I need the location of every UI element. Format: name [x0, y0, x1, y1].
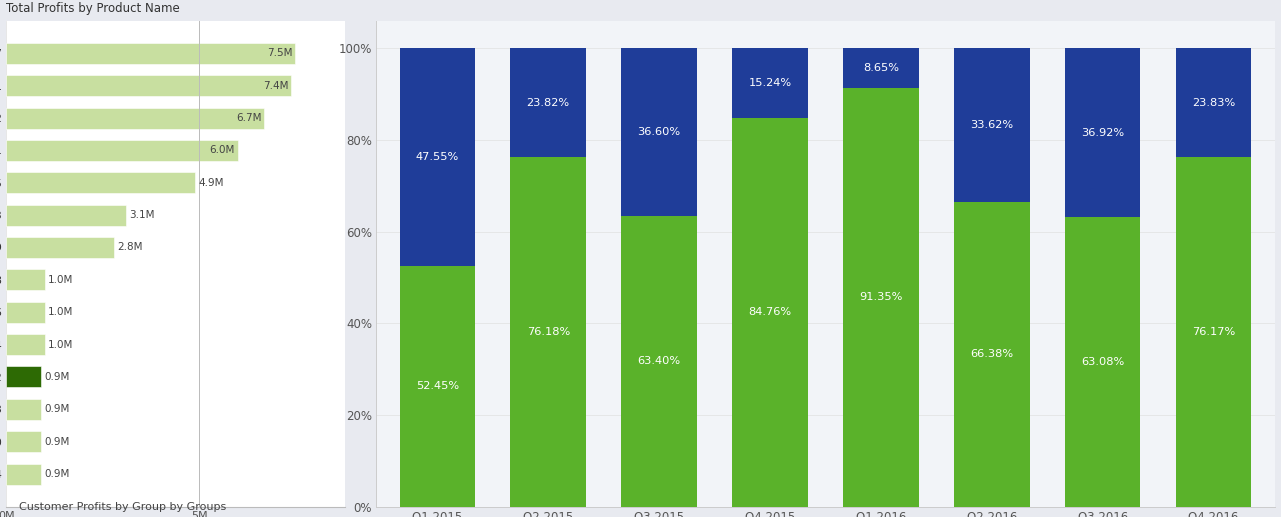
Text: Customer Profits by Group by Groups: Customer Profits by Group by Groups	[19, 502, 227, 512]
Bar	[1065, 218, 1140, 507]
Text: 76.18%: 76.18%	[526, 327, 570, 337]
Bar	[6, 367, 41, 387]
Bar	[6, 399, 41, 420]
Text: 1.0M: 1.0M	[47, 307, 73, 317]
Text: 7.5M: 7.5M	[266, 48, 292, 58]
Text: 15.24%: 15.24%	[748, 78, 792, 88]
Text: 6.7M: 6.7M	[236, 113, 261, 123]
Bar	[511, 48, 585, 157]
Bar	[843, 88, 918, 507]
Text: 66.38%: 66.38%	[970, 349, 1013, 359]
Bar	[1176, 158, 1252, 507]
Text: 23.83%: 23.83%	[1193, 98, 1235, 108]
Bar	[511, 157, 585, 507]
Bar	[6, 172, 195, 193]
Text: 63.08%: 63.08%	[1081, 357, 1125, 367]
Text: 3.1M: 3.1M	[129, 210, 155, 220]
Bar	[733, 48, 808, 118]
Bar	[621, 216, 697, 507]
Bar	[6, 334, 45, 355]
Bar	[6, 75, 292, 96]
Text: 0.9M: 0.9M	[44, 469, 69, 479]
Bar	[6, 205, 126, 225]
Bar	[6, 431, 41, 452]
Text: 6.0M: 6.0M	[209, 145, 234, 156]
Text: 33.62%: 33.62%	[970, 120, 1013, 130]
Bar	[6, 237, 114, 258]
Bar	[6, 464, 41, 484]
Bar	[400, 48, 475, 266]
Text: 47.55%: 47.55%	[415, 152, 459, 162]
Text: 36.92%: 36.92%	[1081, 128, 1125, 138]
Bar	[1065, 48, 1140, 218]
Bar	[954, 202, 1030, 507]
Text: 91.35%: 91.35%	[860, 292, 903, 302]
Bar	[621, 48, 697, 216]
Text: 2.8M: 2.8M	[118, 242, 143, 252]
Text: 0.9M: 0.9M	[44, 437, 69, 447]
Text: 7.4M: 7.4M	[263, 81, 288, 90]
Bar	[400, 266, 475, 507]
Bar	[733, 118, 808, 507]
Bar	[6, 43, 296, 64]
Text: 8.65%: 8.65%	[863, 63, 899, 73]
Text: 4.9M: 4.9M	[199, 178, 224, 188]
Bar	[954, 48, 1030, 202]
Bar	[6, 302, 45, 323]
Text: 0.9M: 0.9M	[44, 372, 69, 382]
Bar	[6, 140, 237, 161]
Text: 63.40%: 63.40%	[638, 356, 680, 367]
Text: 1.0M: 1.0M	[47, 340, 73, 349]
Text: 36.60%: 36.60%	[638, 127, 680, 137]
Text: 1.0M: 1.0M	[47, 275, 73, 285]
Text: 23.82%: 23.82%	[526, 98, 570, 108]
Bar	[6, 108, 264, 129]
Text: 84.76%: 84.76%	[748, 308, 792, 317]
Text: 76.17%: 76.17%	[1193, 327, 1235, 337]
Bar	[843, 48, 918, 88]
Bar	[6, 269, 45, 291]
Text: Total Profits by Product Name: Total Profits by Product Name	[6, 3, 181, 16]
Bar	[1176, 48, 1252, 158]
Text: 0.9M: 0.9M	[44, 404, 69, 414]
Text: 52.45%: 52.45%	[416, 382, 459, 391]
